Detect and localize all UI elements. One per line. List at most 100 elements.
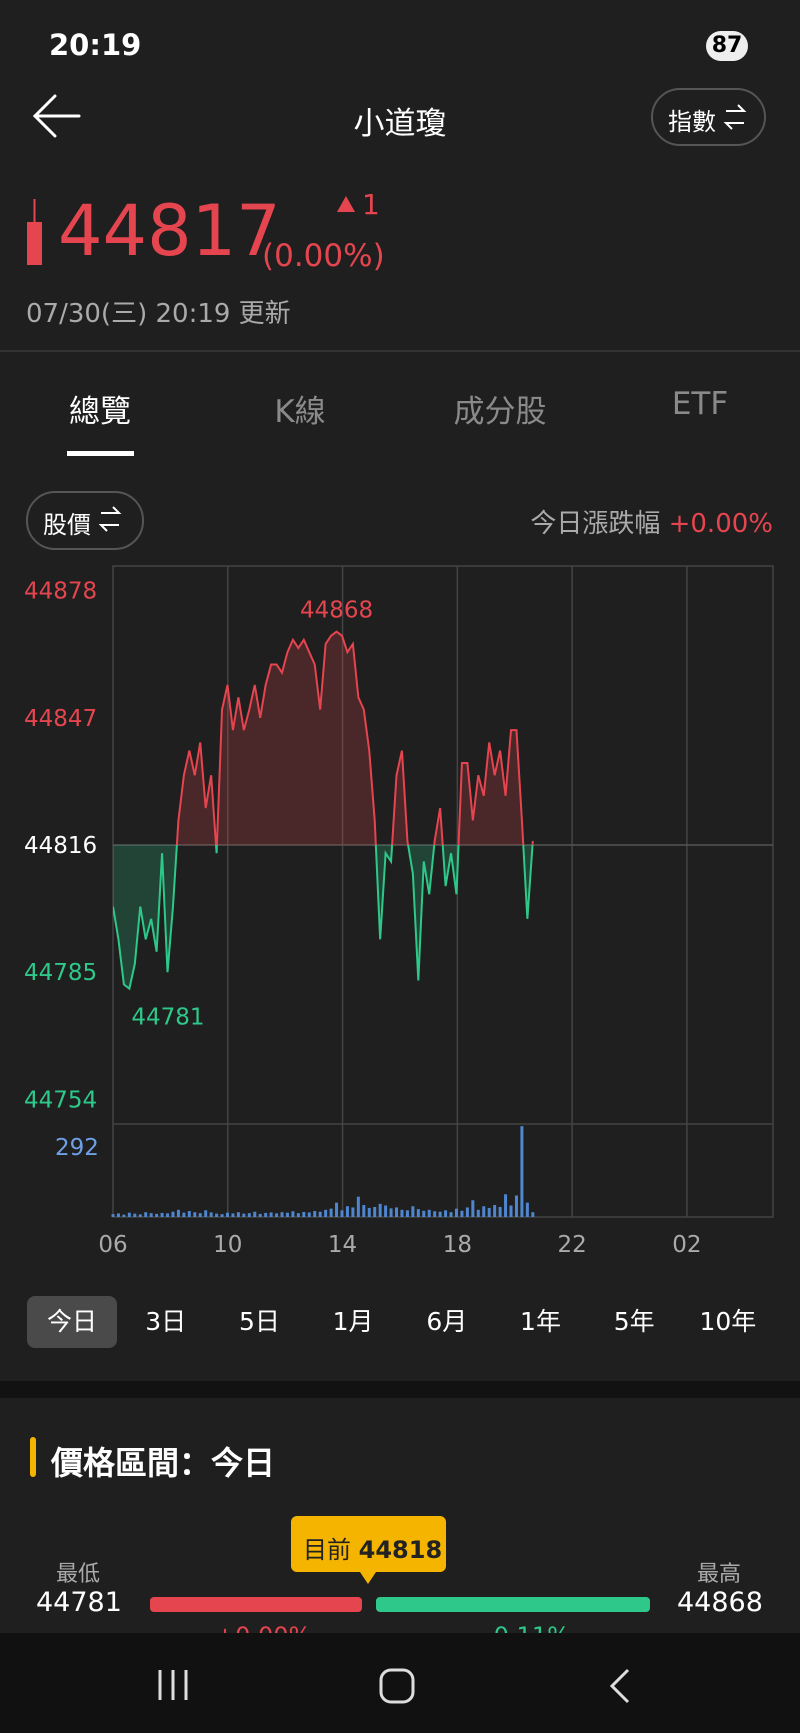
volume-bar [242, 1213, 246, 1217]
volume-bar [144, 1212, 148, 1217]
volume-bar [405, 1210, 409, 1217]
volume-bar [504, 1194, 508, 1217]
volume-bar [444, 1210, 448, 1217]
volume-bar [367, 1207, 371, 1217]
back-arrow[interactable] [32, 94, 81, 138]
clock: 20:19 [49, 28, 142, 62]
volume-bar [509, 1205, 513, 1217]
volume-bar [422, 1210, 426, 1217]
range-button[interactable]: 1年 [520, 1307, 561, 1336]
volume-bar [454, 1208, 458, 1217]
day-change-value: +0.00% [668, 509, 773, 539]
volume-bar [133, 1213, 137, 1217]
volume-bar [198, 1213, 202, 1217]
volume-bar [111, 1214, 115, 1217]
y-tick-label: 44816 [24, 833, 97, 859]
range-button[interactable]: 5日 [238, 1307, 280, 1336]
x-tick-label: 18 [443, 1232, 472, 1258]
range-button[interactable]: 10年 [699, 1307, 757, 1336]
x-tick-label: 22 [557, 1232, 586, 1258]
volume-bar [525, 1202, 529, 1217]
volume-bar [433, 1211, 437, 1217]
range-button[interactable]: 1月 [332, 1307, 374, 1336]
tooltip-pointer [360, 1572, 376, 1584]
volume-bar [116, 1213, 120, 1217]
day-change-label: 今日漲跌幅 [530, 509, 661, 539]
tab[interactable]: 總覽 [69, 394, 131, 430]
high-value: 44868 [677, 1587, 763, 1618]
volume-bar [275, 1213, 279, 1217]
volume-bar [345, 1206, 349, 1217]
volume-bar [149, 1213, 153, 1217]
range-high-bar [376, 1597, 650, 1612]
volume-bar [231, 1213, 235, 1217]
tab[interactable]: K線 [274, 394, 326, 430]
price-line [175, 630, 534, 845]
volume-bar [329, 1208, 333, 1217]
index-button-label[interactable]: 指數 [668, 108, 716, 136]
tab[interactable]: 成分股 [453, 394, 547, 430]
volume-bar [285, 1212, 289, 1217]
range-button[interactable]: 今日 [27, 1296, 117, 1348]
volume-bar [253, 1211, 257, 1217]
plot-frame [112, 565, 774, 1218]
volume-bar [318, 1211, 322, 1217]
swap-icon [98, 104, 747, 532]
volume-bar [514, 1195, 518, 1217]
range-button[interactable]: 3日 [145, 1307, 187, 1336]
volume-bar [187, 1211, 191, 1217]
volume-bar [171, 1211, 175, 1217]
volume-bar [247, 1213, 251, 1217]
up-arrow [337, 196, 355, 212]
toggle-label[interactable]: 股價 [43, 511, 91, 539]
volume-bar [531, 1212, 535, 1217]
volume-bar [160, 1212, 164, 1217]
y-tick-label: 44847 [24, 706, 97, 732]
low-pct: +0.00% [215, 1622, 311, 1633]
volume-bar [291, 1211, 295, 1217]
volume-bar [122, 1214, 126, 1217]
index-button[interactable] [651, 88, 766, 146]
volume-bar [389, 1208, 393, 1217]
volume-bar [280, 1212, 284, 1217]
volume-bar [416, 1209, 420, 1217]
volume-bar [215, 1213, 219, 1217]
volume-bar [498, 1206, 502, 1217]
volume-bar [378, 1203, 382, 1217]
high-pct: -0.11% [485, 1622, 570, 1633]
nav-bar [0, 1633, 800, 1733]
candle-icon [27, 222, 42, 265]
x-tick-label: 06 [98, 1232, 127, 1258]
x-tick-label: 14 [328, 1232, 357, 1258]
volume-bar [362, 1205, 366, 1217]
volume-bar [204, 1210, 208, 1217]
page-title: 小道瓊 [353, 106, 447, 142]
volume-bar [351, 1207, 355, 1217]
y2-tick-label: 292 [55, 1135, 99, 1161]
section-title: 價格區間：今日 [51, 1444, 276, 1482]
nav-icons [158, 1668, 630, 1704]
volume-bar [258, 1213, 262, 1217]
volume-bar [340, 1210, 344, 1217]
range-button[interactable]: 5年 [613, 1307, 655, 1336]
volume-bar [449, 1212, 453, 1217]
low-value: 44781 [36, 1587, 122, 1618]
volume-bar [302, 1211, 306, 1217]
volume-bar [182, 1212, 186, 1217]
volume-bar [209, 1212, 213, 1217]
volume-bar [487, 1207, 491, 1217]
section-gap [0, 1381, 800, 1398]
y-tick-label: 44754 [24, 1087, 97, 1113]
range-button[interactable]: 6月 [426, 1307, 468, 1336]
current-tooltip [291, 1516, 446, 1572]
volume-bar [411, 1206, 415, 1217]
tab[interactable]: ETF [671, 386, 729, 422]
battery: 87 [706, 31, 748, 61]
volume-bar [373, 1206, 377, 1217]
volume-bar [465, 1207, 469, 1217]
volume-bar [427, 1209, 431, 1217]
toggle-button[interactable] [26, 491, 144, 550]
y-tick-label: 44785 [24, 960, 97, 986]
x-tick-label: 10 [213, 1232, 242, 1258]
